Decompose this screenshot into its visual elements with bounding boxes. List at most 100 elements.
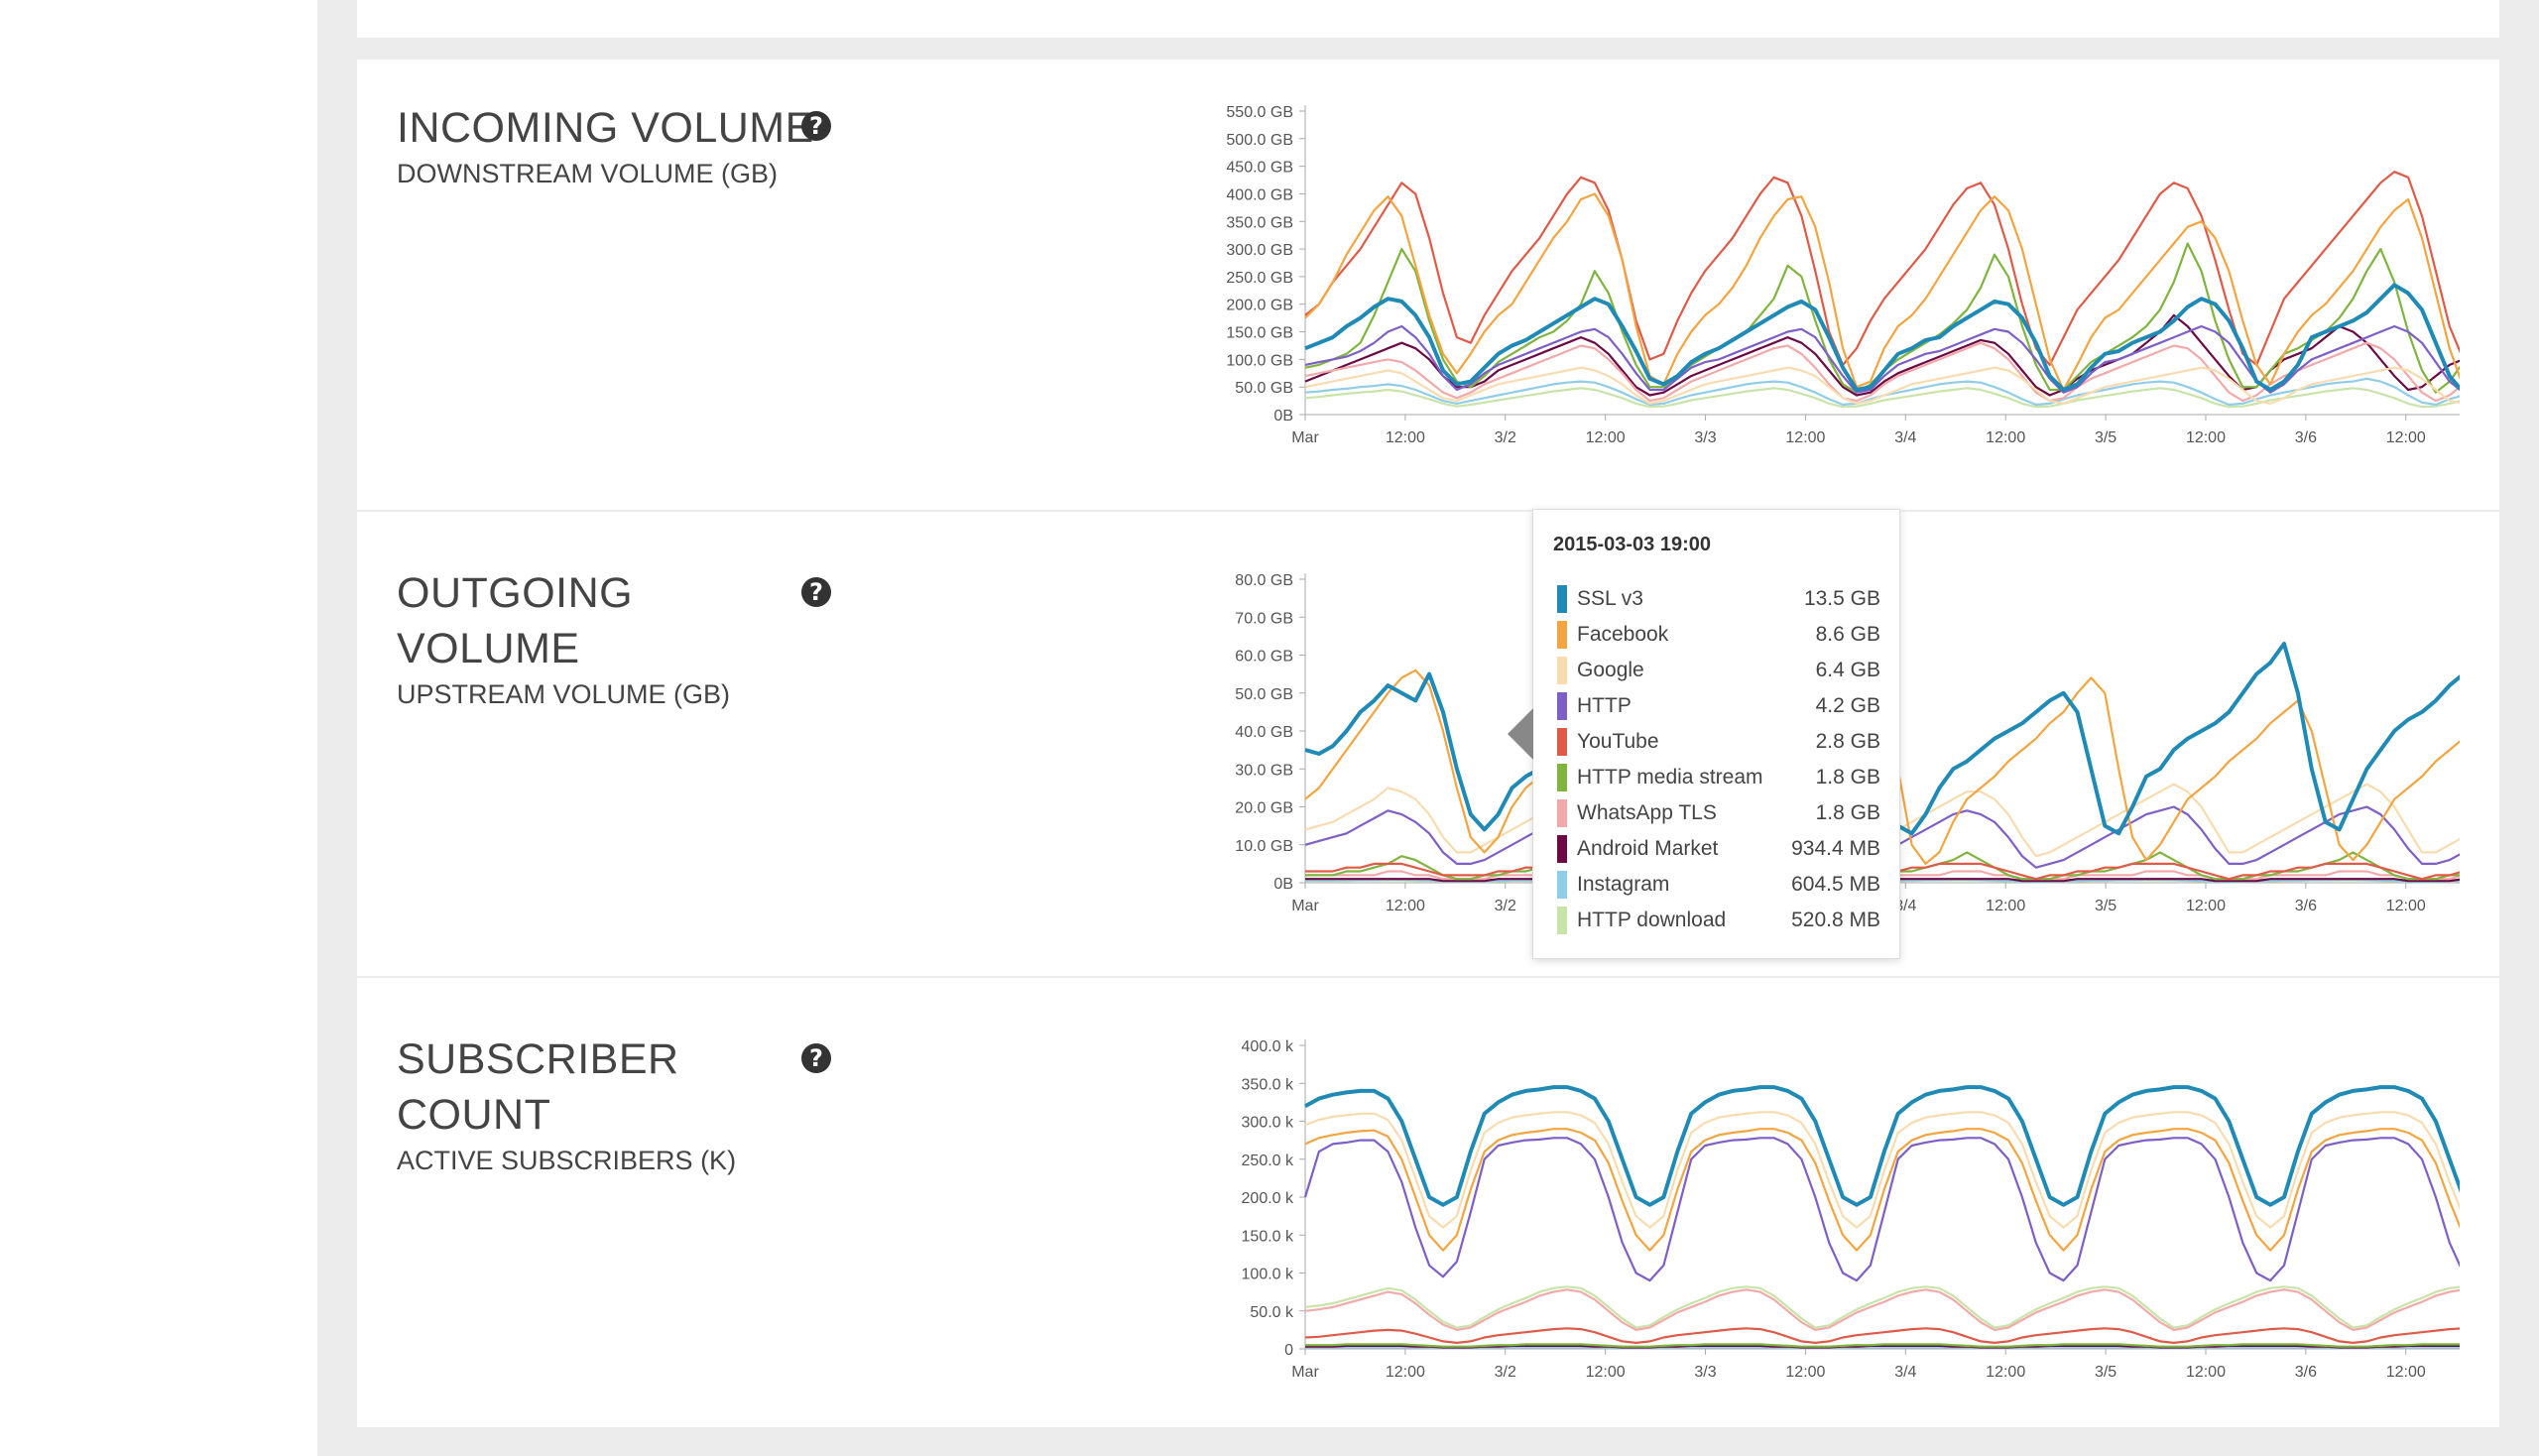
- y-tick-label: 300.0 k: [1242, 1115, 1294, 1132]
- series-line-facebook: [1304, 1128, 2460, 1252]
- x-tick-label: Mar: [1291, 1364, 1319, 1381]
- y-tick-label: 350.0 GB: [1226, 214, 1293, 231]
- tooltip-row: HTTP download 520.8 MB: [1557, 904, 1880, 935]
- y-tick-label: 150.0 k: [1242, 1228, 1294, 1245]
- x-tick-label: 3/5: [2095, 898, 2116, 914]
- question-circle-icon[interactable]: ?: [801, 577, 831, 607]
- chart-subtitle: DOWNSTREAM VOLUME (GB): [397, 159, 779, 188]
- series-line-whatsapp-tls: [1304, 1288, 2460, 1331]
- tooltip-series-name: YouTube: [1577, 730, 1659, 753]
- tooltip-series-value: 8.6 GB: [1815, 623, 1880, 646]
- series-line-http-media-stream: [1305, 1343, 2460, 1348]
- x-tick-label: 12:00: [2186, 898, 2226, 914]
- y-tick-label: 50.0 GB: [1235, 686, 1293, 703]
- series-line-http-download: [1304, 387, 2460, 409]
- tooltip-series-name: Facebook: [1577, 623, 1669, 646]
- chart-card-incoming: INCOMING VOLUME DOWNSTREAM VOLUME (GB) ?…: [357, 60, 2499, 510]
- y-tick-label: 200.0 k: [1242, 1190, 1294, 1207]
- y-tick-label: 70.0 GB: [1235, 610, 1293, 627]
- tooltip-series-name: HTTP: [1577, 694, 1632, 717]
- x-tick-label: 3/5: [2095, 429, 2116, 446]
- x-tick-label: 12:00: [1386, 1364, 1425, 1381]
- y-tick-label: 20.0 GB: [1235, 800, 1293, 817]
- y-tick-label: 200.0 GB: [1226, 298, 1293, 314]
- x-tick-label: 12:00: [1586, 429, 1626, 446]
- y-tick-label: 10.0 GB: [1235, 838, 1293, 855]
- tooltip-row: Facebook 8.6 GB: [1557, 618, 1880, 650]
- y-tick-label: 400.0 k: [1242, 1038, 1294, 1055]
- tooltip-swatch: [1557, 835, 1567, 863]
- tooltip-swatch: [1557, 799, 1567, 827]
- y-tick-label: 300.0 GB: [1226, 242, 1293, 259]
- tooltip-row: Android Market 934.4 MB: [1557, 832, 1880, 864]
- x-tick-label: 3/4: [1894, 429, 1916, 446]
- x-tick-label: 12:00: [2386, 429, 2426, 446]
- x-tick-label: 3/6: [2295, 429, 2317, 446]
- tooltip-series-value: 1.8 GB: [1815, 766, 1880, 789]
- x-tick-label: 12:00: [1386, 429, 1425, 446]
- chart-tooltip: 2015-03-03 19:00 SSL v3 13.5 GB Facebook 8.…: [1508, 509, 1900, 959]
- tooltip-series-name: Instagram: [1577, 873, 1670, 896]
- x-tick-label: 12:00: [2186, 1364, 2226, 1381]
- x-tick-label: 3/2: [1495, 429, 1516, 446]
- series-line-ssl-v3: [1304, 283, 2460, 392]
- tooltip-row: HTTP media stream 1.8 GB: [1557, 761, 1880, 792]
- tooltip-series-name: HTTP download: [1577, 909, 1727, 931]
- y-tick-label: 250.0 GB: [1226, 270, 1293, 287]
- series-line-instagram: [1304, 377, 2460, 407]
- chart-card-subscribers: SUBSCRIBER COUNT ACTIVE SUBSCRIBERS (K) …: [357, 978, 2499, 1427]
- y-tick-label: 60.0 GB: [1235, 649, 1293, 666]
- y-tick-label: 250.0 k: [1242, 1153, 1294, 1169]
- x-tick-label: 12:00: [1986, 1364, 2025, 1381]
- tooltip-row: HTTP 4.2 GB: [1557, 689, 1880, 721]
- y-tick-label: 40.0 GB: [1235, 724, 1293, 741]
- series-line-whatsapp-tls: [1304, 341, 2460, 403]
- tooltip-row: WhatsApp TLS 1.8 GB: [1557, 796, 1880, 828]
- question-circle-icon[interactable]: ?: [801, 111, 831, 141]
- y-tick-label: 30.0 GB: [1235, 762, 1293, 779]
- x-tick-label: 12:00: [2386, 898, 2426, 914]
- x-tick-label: 3/2: [1495, 1364, 1516, 1381]
- y-tick-label: 80.0 GB: [1235, 572, 1293, 589]
- tooltip-swatch: [1557, 871, 1567, 899]
- tooltip-swatch: [1557, 621, 1567, 649]
- tooltip-series-name: HTTP media stream: [1577, 766, 1763, 789]
- y-tick-label: 0B: [1273, 408, 1293, 425]
- question-circle-icon[interactable]: ?: [801, 1043, 831, 1073]
- y-tick-label: 100.0 GB: [1226, 352, 1293, 369]
- chart-card-outgoing: OUTGOING VOLUME UPSTREAM VOLUME (GB) ? 0…: [357, 512, 2499, 976]
- tooltip-series-name: Android Market: [1577, 837, 1719, 860]
- y-tick-label: 0B: [1273, 876, 1293, 893]
- x-tick-label: 3/4: [1894, 1364, 1916, 1381]
- tooltip-swatch: [1557, 728, 1567, 756]
- series-line-youtube: [1304, 1327, 2460, 1344]
- tooltip-series-name: WhatsApp TLS: [1577, 801, 1717, 824]
- x-tick-label: 12:00: [2186, 429, 2226, 446]
- tooltip-row: Instagram 604.5 MB: [1557, 868, 1880, 900]
- series-line-http-media-stream: [1304, 242, 2460, 394]
- y-tick-label: 50.0 k: [1250, 1304, 1294, 1321]
- y-tick-label: 0: [1284, 1342, 1293, 1359]
- tooltip-swatch: [1557, 764, 1567, 791]
- tooltip-row: Google 6.4 GB: [1557, 654, 1880, 685]
- tooltip-series-name: Google: [1577, 659, 1644, 681]
- y-tick-label: 400.0 GB: [1226, 186, 1293, 203]
- chart-title: OUTGOING VOLUME: [397, 569, 634, 672]
- series-line-facebook: [1304, 192, 2460, 392]
- tooltip-row: SSL v3 13.5 GB: [1557, 582, 1880, 614]
- series-line-google: [1304, 1111, 2460, 1229]
- x-tick-label: 3/2: [1495, 898, 1516, 914]
- x-tick-label: 3/6: [2295, 1364, 2317, 1381]
- x-tick-label: 3/6: [2295, 898, 2317, 914]
- x-tick-label: 12:00: [1586, 1364, 1626, 1381]
- x-tick-label: Mar: [1291, 429, 1319, 446]
- chart-subtitle: ACTIVE SUBSCRIBERS (K): [397, 1146, 737, 1175]
- series-line-http: [1304, 324, 2460, 394]
- x-tick-label: 12:00: [1785, 1364, 1825, 1381]
- y-tick-label: 50.0 GB: [1235, 380, 1293, 397]
- series-line-http: [1303, 1137, 2460, 1282]
- series-line-ssl-v3: [1304, 1085, 2460, 1207]
- tooltip-series-value: 1.8 GB: [1815, 801, 1880, 824]
- tooltip-swatch: [1557, 657, 1567, 684]
- tooltip-swatch: [1557, 907, 1567, 934]
